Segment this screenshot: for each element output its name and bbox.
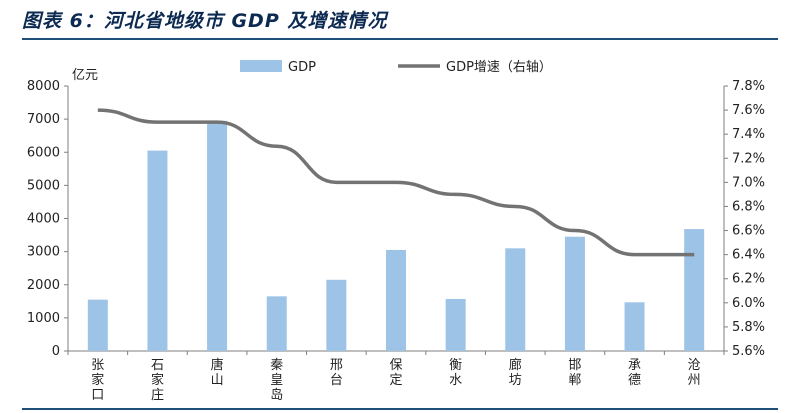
bar-6 [386,249,406,351]
left-tick-label: 1000 [27,311,60,326]
bar-3 [207,120,228,351]
bar-8 [505,248,526,351]
figure-title: 图表 6：河北省地级市 GDP 及增速情况 [22,10,388,32]
left-tick-label: 3000 [27,245,60,260]
right-tick-label: 5.6% [732,344,765,359]
left-tick-label: 4000 [27,212,60,227]
x-category-label: 沧州 [688,357,701,388]
right-tick-label: 7.2% [732,151,765,166]
x-category-label: 衡水 [449,358,462,388]
right-tick-label: 6.0% [732,296,765,311]
legend-gdp-swatch [240,60,282,72]
left-tick-label: 5000 [27,178,60,193]
left-tick-label: 8000 [27,79,60,94]
x-category-label: 唐山 [211,357,224,388]
bar-4 [266,296,287,351]
x-category-label: 邯郸 [568,358,581,388]
right-tick-label: 7.8% [732,79,765,94]
legend-gdp-label: GDP [288,60,316,75]
x-category-label: 承德 [628,358,641,388]
x-category-label: 廊坊 [509,357,522,388]
left-tick-label: 7000 [27,112,60,127]
right-tick-label: 6.8% [732,199,765,214]
x-category-label: 秦皇岛 [270,358,283,403]
left-tick-label: 0 [52,344,60,359]
right-tick-label: 6.6% [732,224,765,239]
right-tick-label: 5.8% [732,320,765,335]
x-category-label: 张家口 [91,358,104,403]
x-category-label: 邢台 [330,358,343,388]
top-rule [22,38,778,40]
right-tick-label: 7.0% [732,175,765,190]
bar-11 [684,229,705,351]
bar-10 [624,302,645,351]
legend-growth-label: GDP增速（右轴） [446,60,552,75]
x-category-label: 石家庄 [151,358,164,403]
bottom-rule [22,408,778,410]
bar-9 [564,236,585,351]
bar-5 [326,279,347,351]
right-tick-label: 7.6% [732,103,765,118]
left-tick-label: 6000 [27,145,60,160]
right-tick-label: 7.4% [732,127,765,142]
right-tick-label: 6.2% [732,272,765,287]
y-axis-unit-label: 亿元 [72,68,98,83]
bar-7 [445,298,466,351]
growth-rate-line [97,108,695,257]
bar-1 [87,299,108,351]
left-tick-label: 2000 [27,278,60,293]
bar-2 [147,150,168,351]
x-category-label: 保定 [389,358,402,388]
right-tick-label: 6.4% [732,248,765,263]
